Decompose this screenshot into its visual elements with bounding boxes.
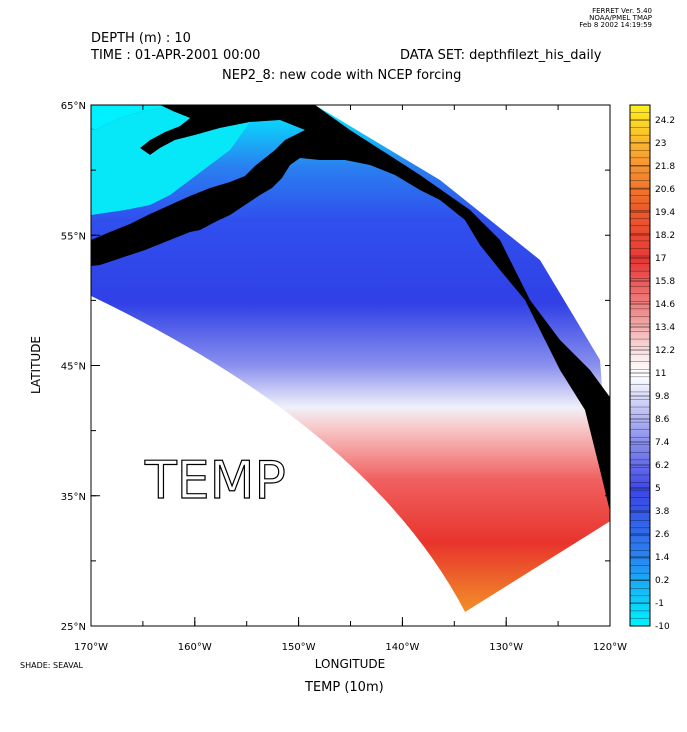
bering-shelf-cold-water xyxy=(91,105,175,130)
colorbar-level-label: 1.4 xyxy=(655,553,670,563)
colorbar-level-label: 3.8 xyxy=(655,507,670,517)
colorbar-level-label: 17 xyxy=(655,254,666,264)
colorbar-level-label: 5 xyxy=(655,484,661,494)
x-tick-label: 120°W xyxy=(593,642,627,653)
colorbar-level-label: 2.6 xyxy=(655,530,670,540)
ferret-version-stamp: FERRET Ver. 5.40 NOAA/PMEL TMAP Feb 8 20… xyxy=(560,8,652,29)
x-axis: 170°W 160°W 150°W 140°W 130°W 120°W xyxy=(74,105,627,653)
colorbar-level-label: 21.8 xyxy=(655,162,675,172)
bering-shelf-cold-water-2 xyxy=(91,108,250,215)
y-tick-label: 25°N xyxy=(61,622,86,633)
x-tick-label: 140°W xyxy=(385,642,419,653)
colorbar-level-label: 13.4 xyxy=(655,323,675,333)
colorbar-level-label: 8.6 xyxy=(655,415,670,425)
x-axis-label: LONGITUDE xyxy=(315,657,385,671)
colorbar-level-label: 0.2 xyxy=(655,576,669,586)
land-mass xyxy=(91,105,610,512)
colorbar-level-label: 24.2 xyxy=(655,116,675,126)
y-axis-label: LATITUDE xyxy=(29,336,43,394)
temp-annotation: TEMP xyxy=(144,451,286,511)
y-tick-label: 55°N xyxy=(61,231,86,242)
ferret-line-3: Feb 8 2002 14:19:59 xyxy=(579,21,652,29)
x-tick-label: 130°W xyxy=(489,642,523,653)
x-tick-label: 150°W xyxy=(282,642,316,653)
ferret-line-2: NOAA/PMEL TMAP xyxy=(589,14,652,22)
dataset-label: DATA SET: depthfilezt_his_daily xyxy=(400,48,602,63)
colorbar xyxy=(629,104,651,627)
colorbar-level-label: 14.6 xyxy=(655,300,675,310)
depth-label: DEPTH (m) : 10 xyxy=(91,31,191,46)
x-tick-label: 160°W xyxy=(178,642,212,653)
colorbar-level-label: 23 xyxy=(655,139,666,149)
ferret-line-1: FERRET Ver. 5.40 xyxy=(592,7,652,15)
y-axis: 25°N 35°N 45°N 55°N 65°N xyxy=(61,101,610,633)
colorbar-level-label: -10 xyxy=(655,622,670,632)
subtitle: TEMP (10m) xyxy=(305,680,384,695)
shade-label: SHADE: SEAVAL xyxy=(20,661,84,670)
x-tick-label: 170°W xyxy=(74,642,108,653)
y-tick-label: 45°N xyxy=(61,362,86,373)
colorbar-level-label: 6.2 xyxy=(655,461,669,471)
colorbar-level-label: 15.8 xyxy=(655,277,675,287)
colorbar-level-label: 9.8 xyxy=(655,392,670,402)
time-label: TIME : 01-APR-2001 00:00 xyxy=(91,48,261,63)
colorbar-level-label: 12.2 xyxy=(655,346,675,356)
y-tick-label: 65°N xyxy=(61,101,86,112)
colorbar-level-label: 18.2 xyxy=(655,231,675,241)
colorbar-level-label: 19.4 xyxy=(655,208,675,218)
colorbar-level-label: 7.4 xyxy=(655,438,670,448)
colorbar-level-label: 20.6 xyxy=(655,185,675,195)
chart-title: NEP2_8: new code with NCEP forcing xyxy=(222,68,462,83)
colorbar-labels: 24.2 23 21.8 20.6 19.4 18.2 17 15.8 14.6 13.4 12.2… xyxy=(630,104,675,632)
y-tick-label: 35°N xyxy=(61,492,86,503)
colorbar-level-label: -1 xyxy=(655,599,664,609)
colorbar-level-label: 11 xyxy=(655,369,666,379)
outside-domain xyxy=(91,296,465,626)
